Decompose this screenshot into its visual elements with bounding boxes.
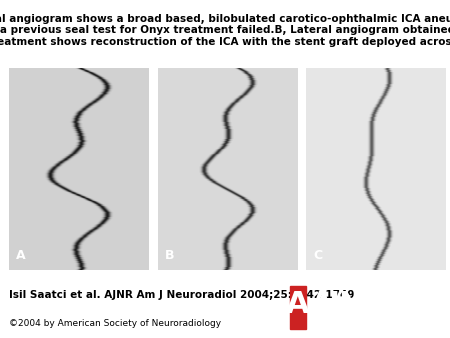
Text: C: C <box>313 249 322 262</box>
Bar <box>290 286 306 329</box>
Text: A: A <box>16 249 26 262</box>
Text: AMERICAN JOURNAL OF NEURORADIOLOGY: AMERICAN JOURNAL OF NEURORADIOLOGY <box>312 320 447 325</box>
Text: A: A <box>286 290 310 319</box>
Text: B: B <box>165 249 174 262</box>
Text: AINR: AINR <box>312 290 381 314</box>
Text: A, Lateral angiogram shows a broad based, bilobulated carotico-ophthalmic ICA an: A, Lateral angiogram shows a broad based… <box>0 14 450 47</box>
Text: Isil Saatci et al. AJNR Am J Neuroradiol 2004;25:1742-1749: Isil Saatci et al. AJNR Am J Neuroradiol… <box>9 290 355 300</box>
Text: ©2004 by American Society of Neuroradiology: ©2004 by American Society of Neuroradiol… <box>9 319 221 329</box>
